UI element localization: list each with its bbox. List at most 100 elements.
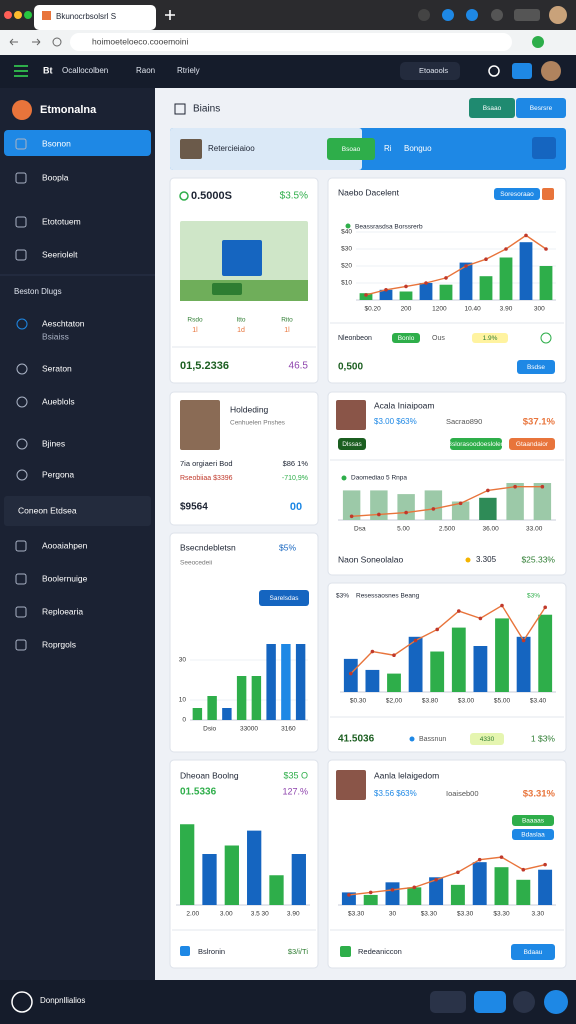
- new-tab[interactable]: [165, 10, 175, 20]
- bar: [236, 676, 247, 720]
- x-tick-label: 33000: [240, 726, 258, 733]
- badge-text[interactable]: Bsdse: [527, 364, 545, 371]
- badge-bg[interactable]: [494, 188, 540, 200]
- trend-line: [350, 604, 546, 675]
- sidebar-item[interactable]: Boopla: [42, 172, 69, 182]
- window-dot: [14, 11, 22, 19]
- bar: [207, 696, 217, 720]
- x-tick-label: $3.30: [493, 911, 510, 918]
- badge-text: Bdaslaa: [521, 832, 545, 839]
- url-text: hoimoeteloeco.cooemoini: [92, 36, 189, 46]
- nav-item[interactable]: Ocallocolben: [62, 66, 108, 75]
- card-icon[interactable]: 00: [290, 501, 302, 513]
- bar: [519, 242, 533, 300]
- badge-text[interactable]: Besrsre: [530, 105, 553, 112]
- app-topbar: [0, 55, 576, 88]
- ext-icon[interactable]: [532, 36, 544, 48]
- notif[interactable]: [488, 65, 500, 77]
- legend-dot: [345, 223, 351, 229]
- badge-text[interactable]: Sarelsdas: [270, 595, 300, 602]
- active-item[interactable]: [4, 130, 151, 156]
- nav-item[interactable]: Rtriely: [177, 66, 200, 75]
- sidebar-item[interactable]: Aeschtaton: [42, 318, 85, 328]
- bar: [281, 644, 291, 720]
- nav-item[interactable]: Raon: [136, 66, 155, 75]
- x-tick-label: $3.40: [530, 698, 547, 705]
- footer-text: 1 $3%: [531, 733, 556, 743]
- sidebar-item[interactable]: Aueblols: [42, 396, 75, 406]
- search-box[interactable]: [400, 62, 460, 80]
- message-btn[interactable]: [512, 63, 532, 79]
- reload[interactable]: [52, 37, 62, 47]
- ext-icon[interactable]: [466, 9, 478, 21]
- sidebar-item[interactable]: Bsiaiss: [42, 331, 69, 341]
- chart-note: Resessaosnes Beang: [356, 593, 420, 600]
- url-field[interactable]: [70, 33, 512, 51]
- ext-icon[interactable]: [442, 9, 454, 21]
- sidebar-item[interactable]: Seeriolelt: [42, 249, 78, 259]
- sidebar-item[interactable]: Bsonon: [42, 138, 71, 148]
- sidebar-item[interactable]: Roprgols: [42, 639, 76, 649]
- badge-text[interactable]: Soresoraao: [500, 191, 534, 198]
- menu[interactable]: [14, 65, 28, 77]
- footer-btn[interactable]: [430, 991, 466, 1013]
- banner-icon-btn[interactable]: [532, 137, 556, 159]
- legend: Daomediao 5 Rnpa: [351, 475, 407, 482]
- x-tick-label: 3160: [281, 726, 296, 733]
- stat-value: 1d: [237, 327, 245, 334]
- badge-text[interactable]: Bdaau: [524, 949, 543, 956]
- ext-icon[interactable]: [418, 9, 430, 21]
- badge-text: Gtaandaior: [516, 441, 549, 448]
- ext-icon[interactable]: [514, 9, 540, 21]
- trend-line: [348, 856, 546, 896]
- sidebar-item[interactable]: Pergona: [42, 469, 74, 479]
- sidebar-item[interactable]: Aooaiahpen: [42, 540, 88, 550]
- badge-text[interactable]: Bsaao: [483, 105, 502, 112]
- footer-btn[interactable]: [474, 991, 506, 1013]
- banner-text: Retercieiaioo: [208, 144, 255, 153]
- trend-point: [457, 609, 461, 613]
- badge-bg[interactable]: [259, 590, 309, 606]
- sidebar-item[interactable]: Seraton: [42, 363, 72, 373]
- forward[interactable]: [32, 38, 41, 46]
- badge-bg[interactable]: [327, 138, 375, 160]
- trend-point: [456, 870, 460, 875]
- search-text[interactable]: Etoaools: [419, 66, 448, 75]
- badge-bg[interactable]: [469, 98, 515, 118]
- tab[interactable]: [34, 5, 156, 30]
- bar: [450, 884, 465, 905]
- avatar[interactable]: [541, 61, 561, 81]
- brand-logo: [12, 100, 32, 120]
- badge-bg[interactable]: [511, 944, 555, 960]
- card: [327, 391, 567, 576]
- sidebar-item[interactable]: Boolernuige: [42, 573, 88, 583]
- bar: [506, 483, 524, 520]
- row-label: 7ia orgiaeri Bod: [180, 459, 233, 468]
- x-tick-label: $0.20: [365, 306, 382, 313]
- legend: Beassrasdsa Borssrerb: [355, 224, 423, 231]
- badge-bg: [470, 733, 504, 745]
- badge-text[interactable]: Bsoao: [342, 146, 361, 153]
- back[interactable]: [9, 38, 18, 46]
- card-sub: Sacrao890: [446, 417, 482, 426]
- stat-label: Rito: [281, 317, 293, 324]
- sidebar-item[interactable]: Etototuem: [42, 216, 81, 226]
- sidebar-item[interactable]: Reploearia: [42, 606, 83, 616]
- ext-icon[interactable]: [491, 9, 503, 21]
- footer-btn[interactable]: [513, 991, 535, 1013]
- badge-bg[interactable]: [516, 98, 566, 118]
- x-tick-label: 2.00: [186, 911, 199, 918]
- profile[interactable]: [549, 6, 567, 24]
- footer-btn[interactable]: [544, 990, 568, 1014]
- trend-point: [347, 893, 351, 897]
- page-title: Biains: [193, 104, 220, 115]
- trend-point: [444, 276, 448, 280]
- card-value: 01.5336: [180, 787, 217, 798]
- trend-point: [540, 484, 545, 489]
- badge-bg[interactable]: [517, 360, 555, 374]
- bar: [291, 854, 306, 905]
- sidebar-item[interactable]: Bjines: [42, 438, 65, 448]
- trend-point: [484, 257, 488, 262]
- badge-square[interactable]: [542, 188, 554, 200]
